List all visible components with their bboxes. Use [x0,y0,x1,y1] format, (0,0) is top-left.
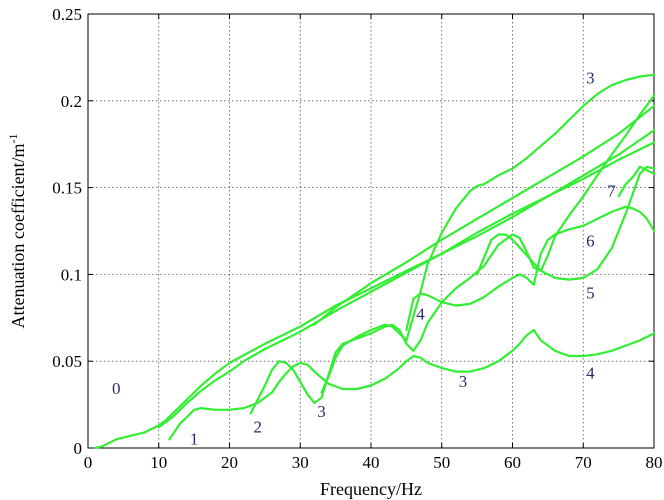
grid-lines [88,14,654,448]
mode-label: 3 [317,402,326,421]
y-axis-label-main: Attenuation coefficient/m [8,143,28,328]
x-tick-label: 50 [433,453,450,472]
series-line-7 [405,205,656,332]
series-lines [93,73,656,450]
x-tick-label: 10 [150,453,167,472]
mode-label: 4 [586,364,595,383]
x-tick-label: 20 [221,453,238,472]
mode-label: 1 [190,430,199,449]
y-tick-label: 0.15 [52,179,82,198]
y-axis-label-exponent: -1 [6,133,20,143]
mode-label: 5 [586,284,595,303]
mode-label: 3 [586,68,595,87]
series-line-4 [168,328,656,441]
series-line-8 [476,165,656,281]
x-tick-label: 80 [646,453,663,472]
x-tick-label: 40 [363,453,380,472]
x-axis-label: Frequency/Hz [320,479,422,499]
mode-label: 0 [112,379,121,398]
x-tick-label: 30 [292,453,309,472]
mode-label: 6 [586,232,595,251]
y-tick-label: 0 [74,439,83,458]
mode-label: 3 [459,372,468,391]
x-tick-label: 70 [575,453,592,472]
y-axis-label: Attenuation coefficient/m-1 [6,133,28,328]
y-tick-label: 0.2 [61,92,82,111]
y-tick-label: 0.1 [61,265,82,284]
x-tick-label: 0 [84,453,93,472]
y-tick-label: 0.05 [52,352,82,371]
series-line-9 [617,165,656,198]
mode-label: 7 [607,181,616,200]
y-tick-label: 0.25 [52,5,82,24]
series-line-2 [157,141,656,429]
series-line-6 [320,73,656,394]
mode-labels: 0 1 2 3 3 4 4 5 6 7 3 [112,68,616,448]
series-line-1 [93,129,656,450]
x-tick-label: 60 [504,453,521,472]
series-line-3 [313,104,656,326]
mode-label: 4 [416,305,425,324]
mode-label: 2 [254,417,263,436]
